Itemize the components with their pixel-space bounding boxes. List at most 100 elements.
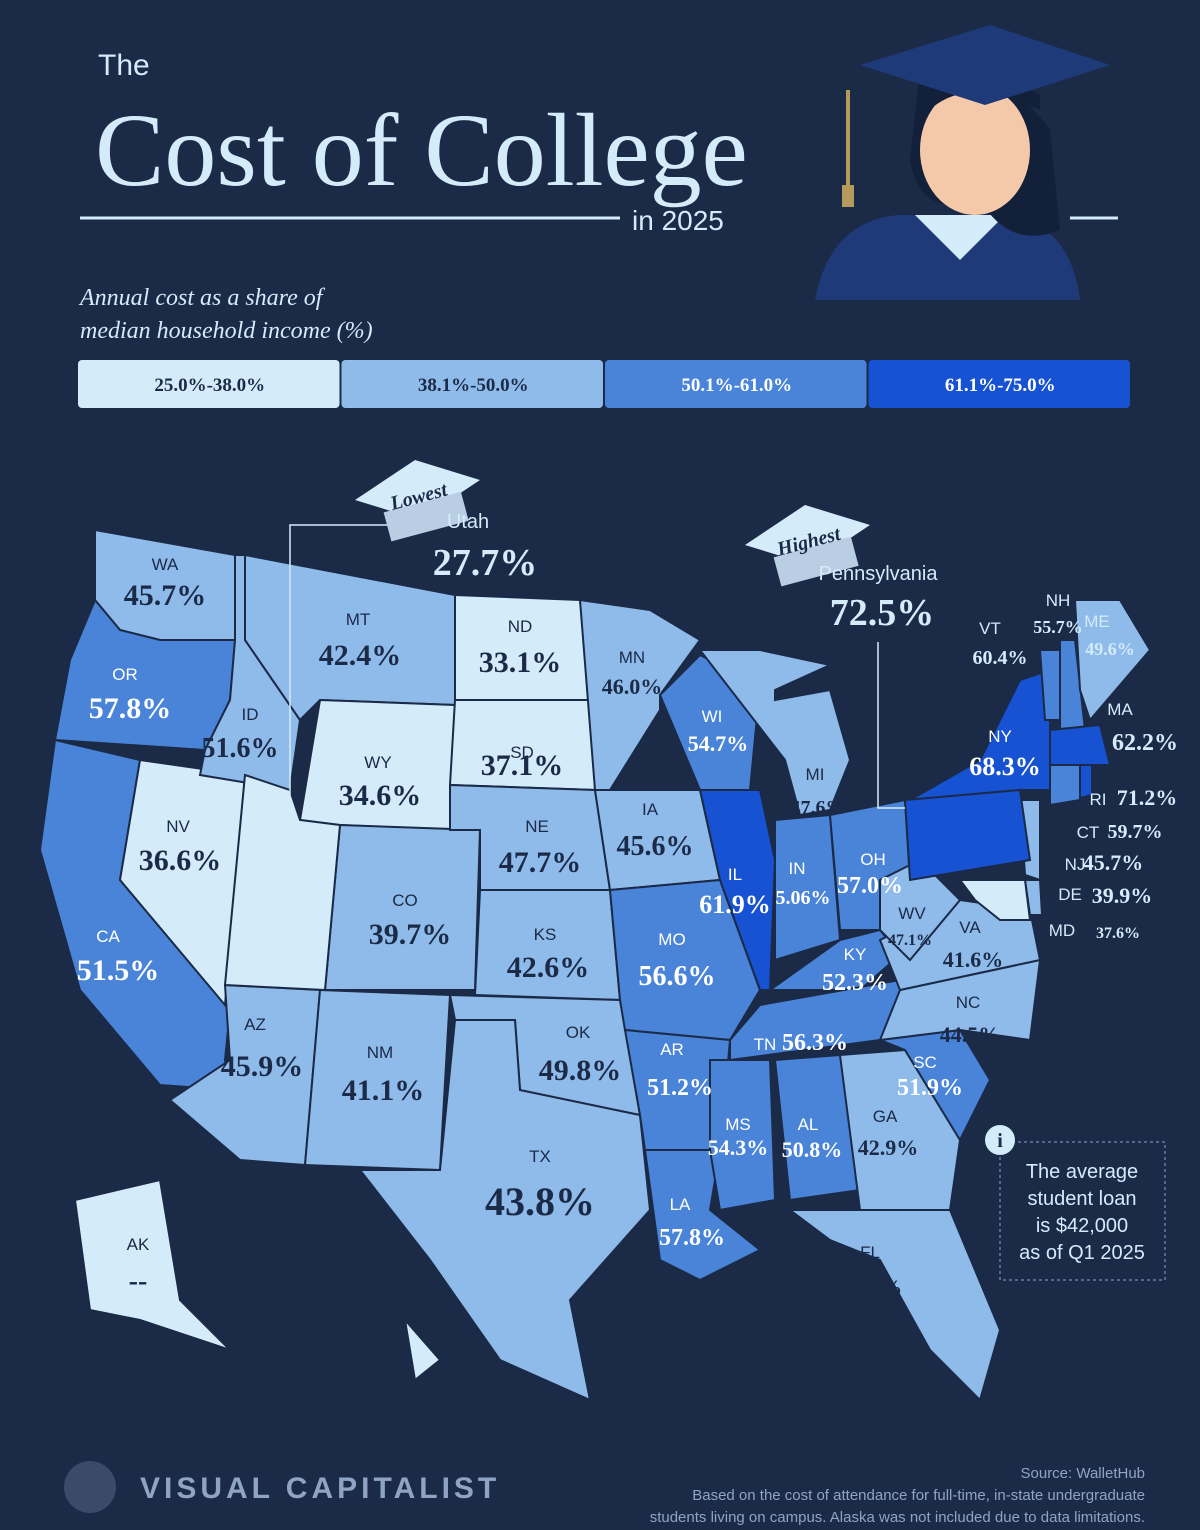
state-abbr: OK <box>566 1023 591 1042</box>
state-value: 54.7% <box>688 731 749 756</box>
state-value: 61.9% <box>699 890 771 919</box>
legend-swatch <box>78 360 340 408</box>
footnote: Based on the cost of attendance for full… <box>692 1487 1145 1504</box>
state-value: 42.9% <box>858 1135 919 1160</box>
state-abbr: NY <box>988 727 1012 746</box>
state-value: 51.5% <box>77 954 160 987</box>
state-abbr: AZ <box>244 1015 266 1034</box>
state-value: 36.6% <box>139 844 222 877</box>
state-value: 51.9% <box>897 1075 963 1101</box>
state-shape <box>787 1209 1002 1402</box>
state-abbr: AL <box>798 1115 819 1134</box>
source: Source: WalletHub <box>1021 1465 1146 1482</box>
cap-band <box>773 536 859 587</box>
state-abbr: MS <box>725 1115 751 1134</box>
state-value: 56.6% <box>639 961 716 992</box>
state-value: 45.6% <box>617 831 694 862</box>
state-abbr: CA <box>96 927 120 946</box>
state-value: 45.2% <box>842 1275 903 1300</box>
state-abbr: DE <box>1058 885 1082 904</box>
state-value: 51.2% <box>647 1075 713 1101</box>
legend-label: 25.0%-38.0% <box>154 375 265 396</box>
state-abbr: MO <box>658 930 685 949</box>
state-abbr: KS <box>534 925 557 944</box>
state-abbr: IL <box>728 865 742 884</box>
state-value: 37.1% <box>481 749 564 782</box>
state-value: 47.7% <box>499 846 582 879</box>
state-value: 55.7% <box>1033 617 1083 637</box>
legend-swatch <box>868 360 1130 408</box>
state-value: 33.1% <box>479 646 562 679</box>
state-value: 68.3% <box>969 752 1041 781</box>
logo <box>64 1461 116 1513</box>
state-shape <box>1049 723 1112 766</box>
state-value: 34.6% <box>339 779 422 812</box>
state-abbr: ME <box>1084 612 1110 631</box>
state-value: 41.1% <box>342 1074 425 1107</box>
graduate-illustration <box>815 25 1110 300</box>
state-shape <box>73 1178 231 1351</box>
state-abbr: VA <box>959 918 981 937</box>
state-shape <box>1073 599 1152 722</box>
leader-line <box>877 642 905 809</box>
state-value: 49.6% <box>1085 639 1135 659</box>
cap-icon <box>745 505 870 565</box>
state-value: 42.6% <box>507 951 590 984</box>
state-value: 56.3% <box>782 1030 848 1056</box>
state-abbr: TX <box>529 1147 551 1166</box>
state-shape <box>403 1316 442 1382</box>
title: Cost of College <box>95 93 748 208</box>
state-value: -- <box>129 1266 148 1297</box>
state-shape <box>958 879 1032 921</box>
note-line: as of Q1 2025 <box>1019 1242 1145 1264</box>
cap-band <box>383 491 469 542</box>
state-abbr: NC <box>956 993 981 1012</box>
state-abbr: NJ <box>1065 855 1086 874</box>
legend-label: 61.1%-75.0% <box>945 375 1056 396</box>
state-abbr: MD <box>1049 921 1075 940</box>
state-abbr: GA <box>873 1107 898 1126</box>
state-value: 45.7% <box>1083 850 1144 875</box>
state-value: 60.4% <box>973 647 1028 669</box>
state-value: 57.8% <box>659 1225 725 1251</box>
state-value: 39.9% <box>1092 883 1153 908</box>
state-abbr: OR <box>112 665 138 684</box>
state-abbr: ND <box>508 617 533 636</box>
callout-value: 27.7% <box>433 542 538 584</box>
state-abbr: WA <box>152 555 179 574</box>
state-value: 62.2% <box>1112 730 1178 756</box>
state-abbr: SD <box>510 743 534 762</box>
state-shape <box>1049 764 1081 807</box>
state-abbr: NH <box>1046 591 1071 610</box>
state-value: 39.7% <box>369 918 452 951</box>
state-abbr: NV <box>166 817 190 836</box>
state-abbr: MA <box>1107 700 1133 719</box>
map: WA 45.7% OR 57.8% CA 51.5% NV 36.6% ID 51.6% MT 42.… <box>38 528 1178 1427</box>
state-abbr: ID <box>242 705 259 724</box>
title-kicker: The <box>98 49 150 82</box>
state-abbr: NM <box>367 1043 393 1062</box>
state-value: 42.4% <box>319 639 402 672</box>
state-shape <box>838 1048 962 1211</box>
state-abbr: CO <box>392 891 418 910</box>
title-year: in 2025 <box>632 205 724 236</box>
state-abbr: RI <box>1090 790 1107 809</box>
subtitle: median household income (%) <box>80 318 373 344</box>
state-abbr: MI <box>806 765 825 784</box>
state-abbr: IN <box>789 859 806 878</box>
state-shape <box>709 1059 777 1212</box>
note-line: is $42,000 <box>1036 1215 1128 1237</box>
state-value: 43.8% <box>485 1179 595 1224</box>
state-value: 47.1% <box>888 932 932 949</box>
legend-swatch <box>605 360 867 408</box>
legend-label: 50.1%-61.0% <box>681 375 792 396</box>
state-abbr: HI <box>397 1370 414 1389</box>
state-shape <box>697 649 852 817</box>
note-line: The average <box>1026 1161 1138 1183</box>
note-box: i <box>985 1125 1166 1281</box>
svg-text:i: i <box>997 1130 1003 1152</box>
state-value: 54.3% <box>708 1135 769 1160</box>
state-value: 59.7% <box>1108 821 1163 843</box>
